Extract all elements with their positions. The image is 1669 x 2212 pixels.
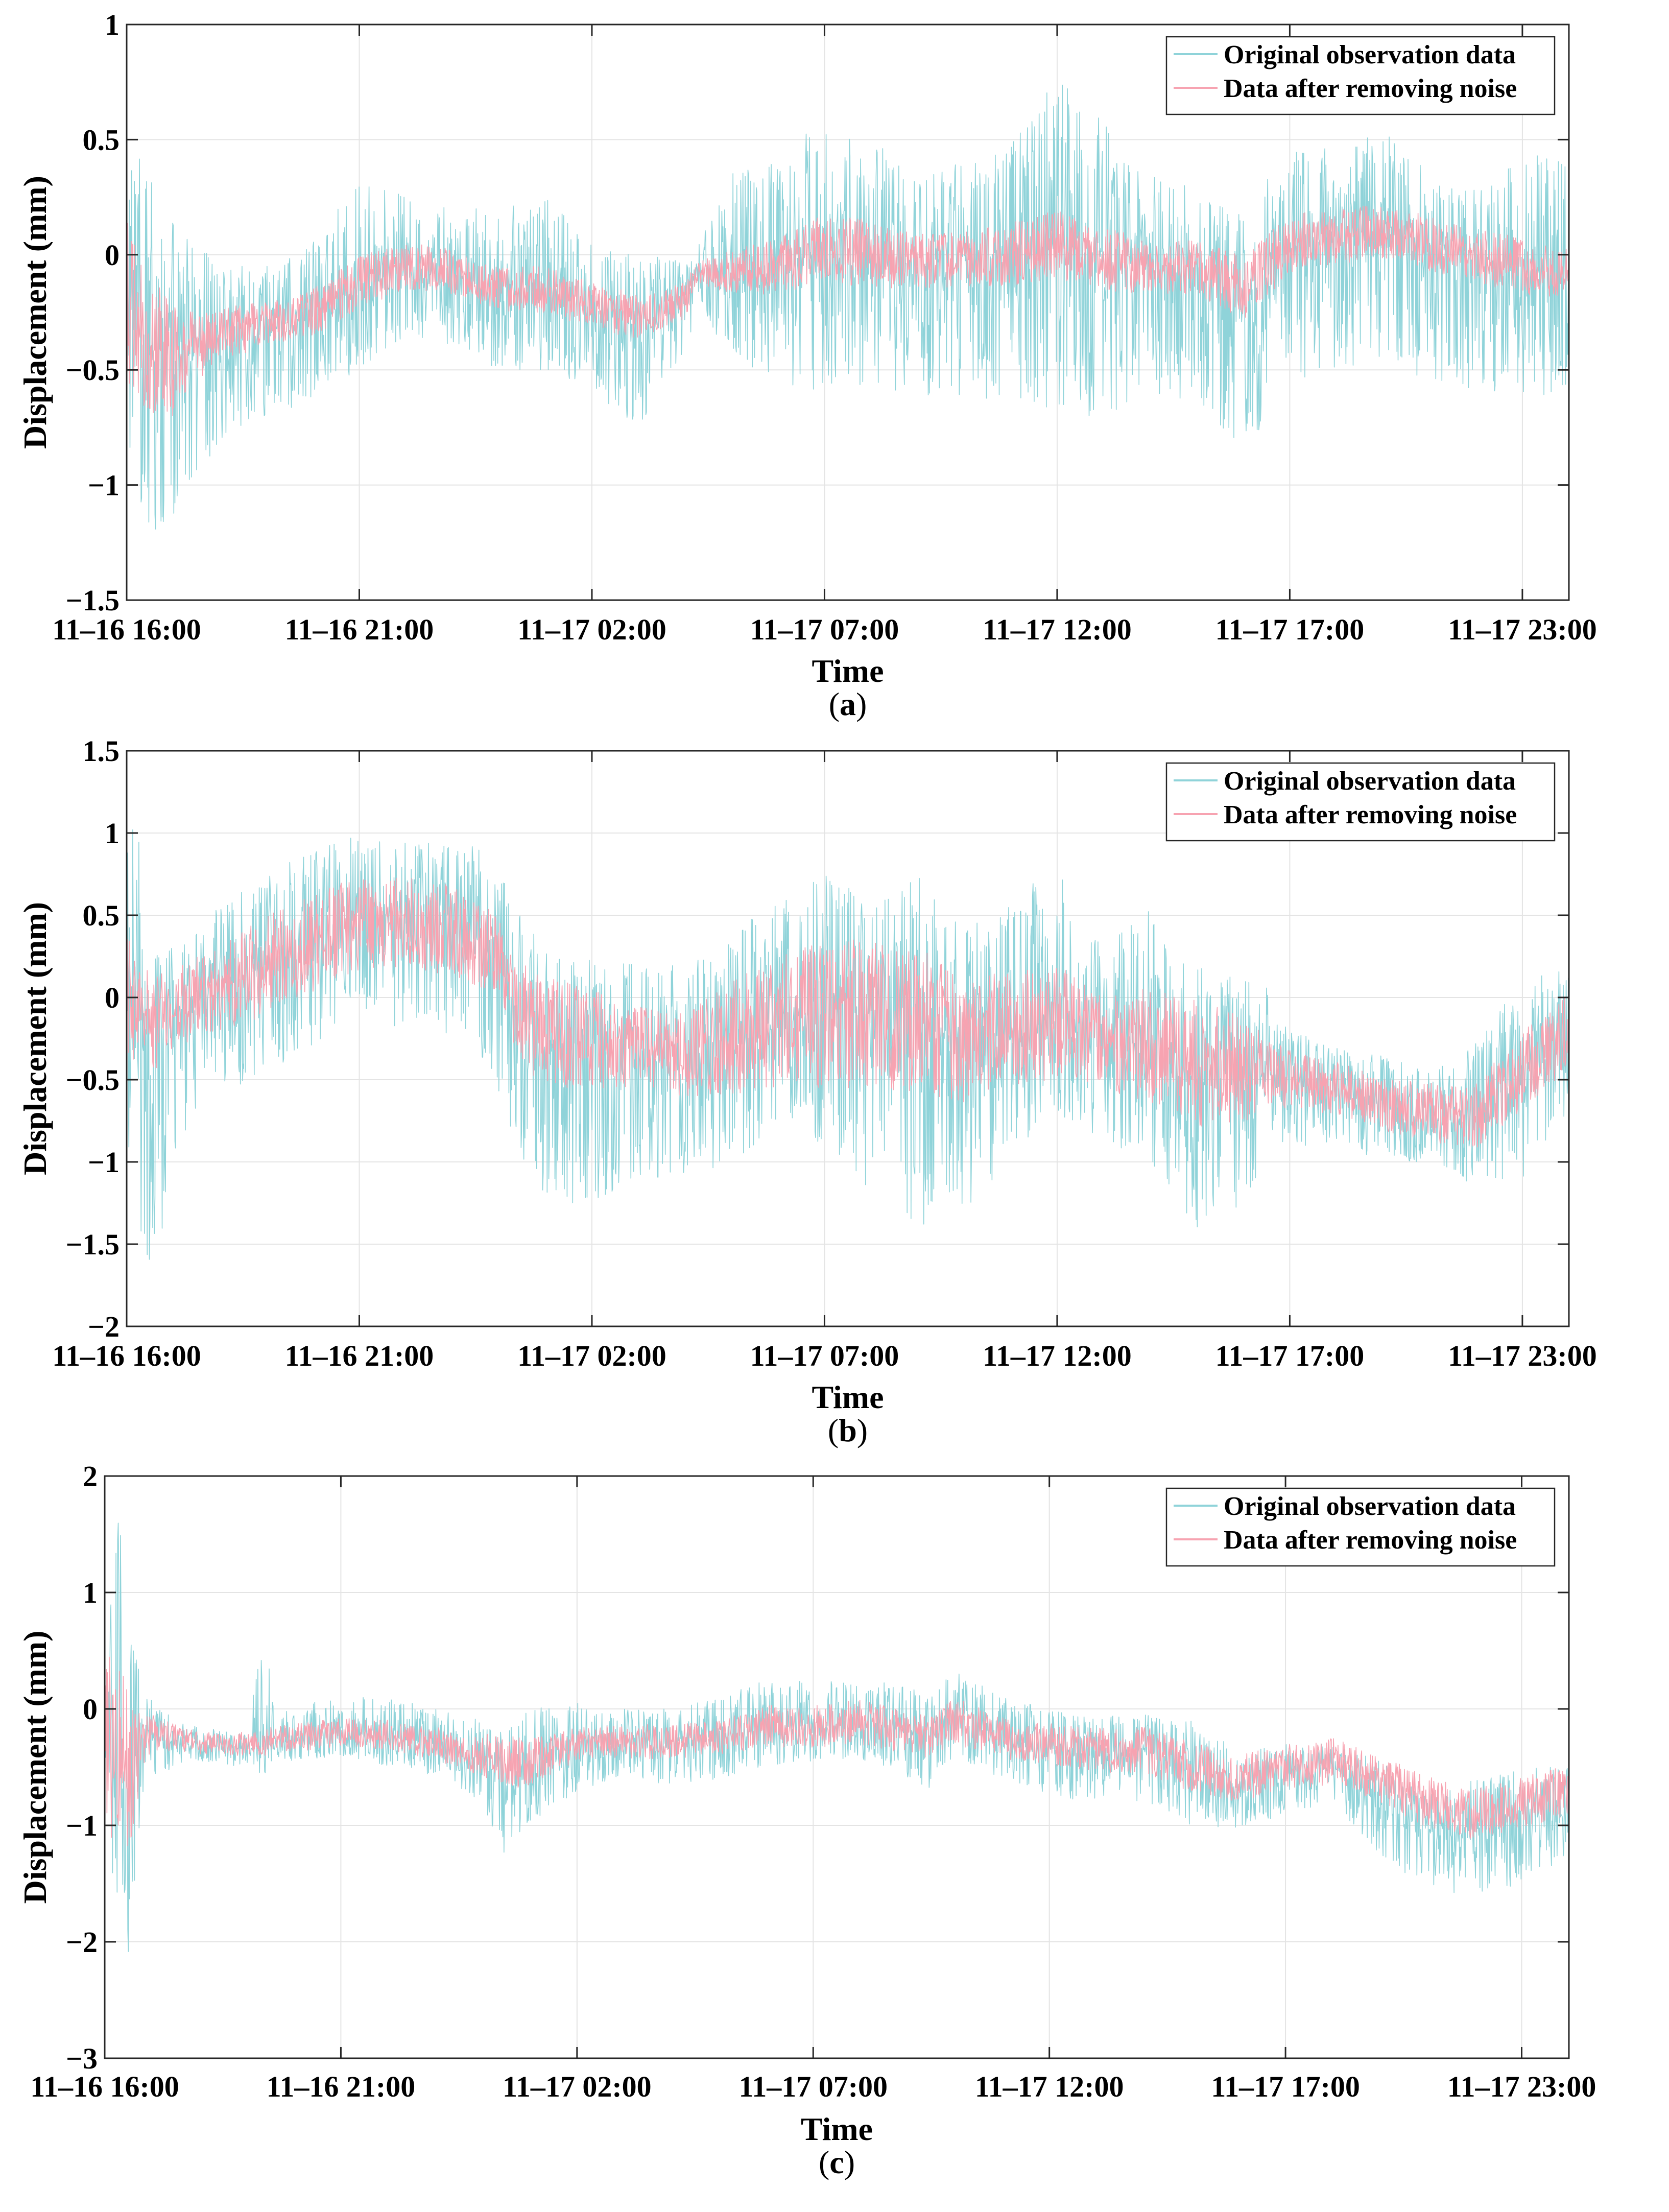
plot-series (127, 84, 1569, 530)
y-tick-label: 2 (83, 1460, 98, 1493)
x-axis-label: Time (812, 1379, 884, 1415)
series-denoised-line (105, 1656, 1569, 1846)
legend-entry: Original observation data (1224, 767, 1516, 796)
x-tick-label: 11–17 23:00 (1448, 1339, 1597, 1372)
x-tick-label: 11–17 12:00 (983, 1339, 1132, 1372)
legend-entry: Data after removing noise (1224, 1526, 1517, 1555)
series-original-line (127, 829, 1569, 1260)
x-tick-label: 11–17 07:00 (738, 2070, 888, 2103)
series-denoised-line (127, 877, 1569, 1148)
panel-caption-letter: b (839, 1412, 857, 1448)
x-tick-label: 11–17 17:00 (1215, 1339, 1365, 1372)
legend-entry: Original observation data (1224, 1492, 1516, 1521)
chart-panel-c: −3 −2 −1 0 1 2 11–16 16:00 11–16 21:00 11–17 02:… (17, 1460, 1596, 2180)
y-tick-label: −1.5 (65, 584, 120, 617)
panel-caption: (a) (829, 686, 867, 722)
x-tick-label: 11–16 21:00 (285, 613, 434, 646)
x-tick-label: 11–17 12:00 (975, 2070, 1124, 2103)
chart-panel-b: −2 −1.5 −1 −0.5 0 0.5 1 1.5 11–16 16:00 11–16 21:… (17, 734, 1597, 1448)
y-tick-label: 0 (105, 239, 120, 272)
legend-entry: Original observation data (1224, 40, 1516, 69)
plot-series (105, 1523, 1569, 1952)
legend: Original observation data Data after remo… (1165, 1487, 1556, 1567)
x-tick-label: 11–17 23:00 (1447, 2070, 1596, 2103)
x-tick-label: 11–17 02:00 (503, 2070, 652, 2103)
y-tick-label: 0 (105, 981, 120, 1014)
y-tick-label: 1 (83, 1576, 98, 1609)
legend-box (1165, 762, 1556, 842)
y-tick-label: −3 (66, 2042, 98, 2075)
chart-panel-a: −1.5 −1 −0.5 0 0.5 1 11–16 16:00 11–16 21:00 11–… (17, 8, 1597, 722)
y-axis-label: Displacement (mm) (17, 1631, 53, 1904)
x-tick-label: 11–17 02:00 (517, 613, 666, 646)
y-axis-label: Displacement (mm) (17, 902, 53, 1175)
y-tick-label: −1.5 (65, 1228, 120, 1261)
axes-box (126, 23, 1570, 601)
y-axis-label: Displacement (mm) (17, 176, 53, 449)
y-tick-label: −0.5 (65, 353, 120, 387)
x-tick-label: 11–17 12:00 (983, 613, 1132, 646)
y-tick-label: −2 (88, 1310, 120, 1343)
legend: Original observation data Data after remo… (1165, 762, 1556, 842)
y-tick-label: −1 (66, 1809, 98, 1842)
series-denoised-line (127, 205, 1569, 416)
legend-entry: Data after removing noise (1224, 800, 1517, 829)
x-tick-label: 11–16 16:00 (52, 613, 201, 646)
y-tick-label: 1 (105, 817, 120, 850)
x-tick-label: 11–17 17:00 (1211, 2070, 1360, 2103)
panel-caption: (b) (828, 1412, 868, 1448)
x-axis-label: Time (812, 653, 884, 689)
y-tick-label: 1.5 (83, 734, 120, 768)
x-tick-label: 11–16 21:00 (285, 1339, 434, 1372)
x-tick-label: 11–17 23:00 (1448, 613, 1597, 646)
y-tick-label: −1 (88, 469, 120, 502)
x-tick-label: 11–17 02:00 (517, 1339, 666, 1372)
panel-caption-letter: c (829, 2144, 844, 2180)
y-tick-label: −2 (66, 1925, 98, 1959)
series-original-line (105, 1523, 1569, 1952)
x-tick-label: 11–17 17:00 (1215, 613, 1365, 646)
y-tick-label: 0.5 (83, 899, 120, 932)
y-tick-label: 0.5 (83, 123, 120, 156)
y-tick-label: −1 (88, 1146, 120, 1179)
legend: Original observation data Data after remo… (1165, 36, 1556, 115)
axes-box (104, 1475, 1570, 2059)
panel-caption-letter: a (840, 686, 856, 722)
axes-box (126, 750, 1570, 1327)
x-tick-label: 11–17 07:00 (750, 613, 899, 646)
x-tick-label: 11–16 21:00 (267, 2070, 416, 2103)
legend-box (1165, 1487, 1556, 1567)
x-tick-label: 11–16 16:00 (30, 2070, 179, 2103)
y-tick-label: 0 (83, 1693, 98, 1726)
y-tick-label: −0.5 (65, 1063, 120, 1097)
x-axis-label: Time (801, 2111, 873, 2147)
legend-entry: Data after removing noise (1224, 74, 1517, 103)
x-tick-label: 11–16 16:00 (52, 1339, 201, 1372)
y-tick-label: 1 (105, 8, 120, 41)
plot-series (127, 829, 1569, 1260)
legend-box (1165, 36, 1556, 115)
x-tick-label: 11–17 07:00 (750, 1339, 899, 1372)
panel-caption: (c) (819, 2144, 855, 2180)
